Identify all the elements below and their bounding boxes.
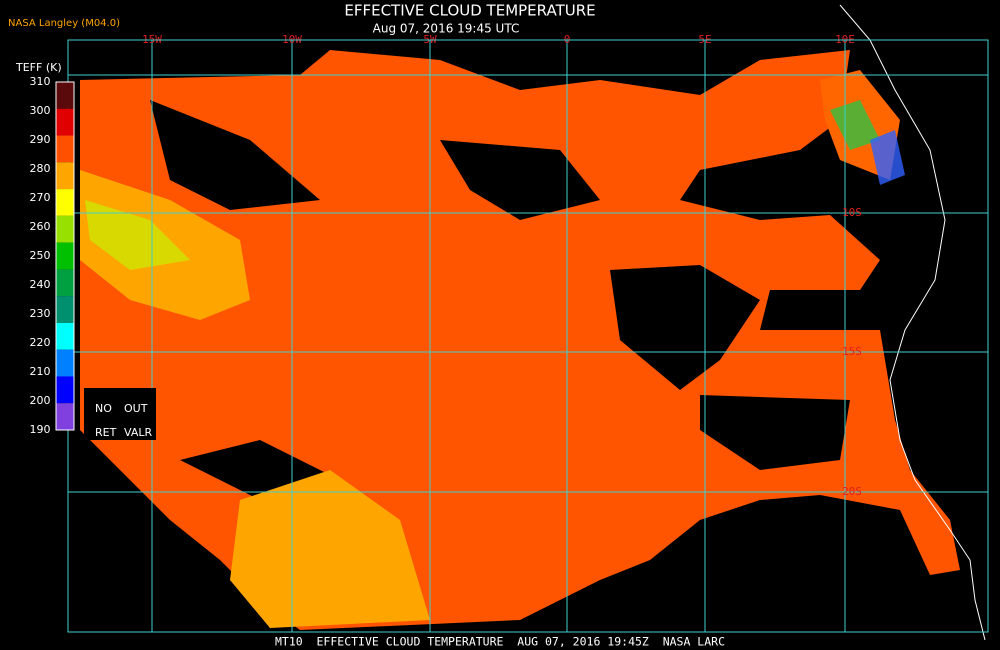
colorbar-swatch [56,135,74,163]
colorbar-tick-label: 300 [30,104,51,117]
colorbar-frame [55,81,75,431]
colorbar-swatch [56,296,74,323]
colorbar-swatch [56,215,74,243]
colorbar-tick-label: 250 [30,249,51,262]
colorbar-tick-label: 190 [30,423,51,436]
footer: MT10 EFFECTIVE CLOUD TEMPERATURE AUG 07,… [275,635,725,649]
colorbar-tick-label: 220 [30,336,51,349]
colorbar-swatch [56,403,74,430]
legend-box [84,388,156,440]
colorbar-swatch [56,82,74,109]
colorbar-swatch [56,349,74,377]
colorbar-tick-label: 270 [30,191,51,204]
colorbar-tick-label: 230 [30,307,51,320]
colorbar-tick-label: 280 [30,162,51,175]
lat-label: 15S [842,345,862,358]
colorbar-swatch [56,189,74,216]
lat-label: 10S [842,206,862,219]
colorbar-tick-label: 260 [30,220,51,233]
out-valr: VALR [124,426,152,439]
clear-sky [440,140,600,220]
cold-cloud [870,130,905,185]
title: EFFECTIVE CLOUD TEMPERATURE [344,2,595,20]
colorbar-swatch [56,269,74,297]
colorbar-swatch [56,376,74,404]
colorbar-tick-label: 310 [30,75,51,88]
clear-sky [700,395,850,470]
colorbar-swatch [56,108,74,136]
coastline [839,4,986,641]
colorbar-swatch [56,162,74,190]
graticule [68,40,988,632]
colorbar-swatch [56,242,74,270]
subtitle: Aug 07, 2016 19:45 UTC [373,22,520,36]
out-valr: OUT [124,402,148,415]
cold-cloud [85,200,190,270]
colorbar-tick-label: 290 [30,133,51,146]
credit: NASA Langley (M04.0) [8,18,120,29]
clear-sky [150,100,320,210]
no-ret: RET [95,426,117,439]
cold-cloud [830,100,880,150]
colorbar-label: TEFF (K) [15,61,62,74]
lat-label: 20S [842,485,862,498]
no-ret: NO [95,402,112,415]
colorbar-tick-label: 240 [30,278,51,291]
colorbar-swatch [56,322,74,350]
clear-sky [610,265,760,390]
colorbar-tick-label: 210 [30,365,51,378]
cloud-field [80,50,960,630]
cool-cloud [230,470,430,628]
colorbar-tick-label: 200 [30,394,51,407]
